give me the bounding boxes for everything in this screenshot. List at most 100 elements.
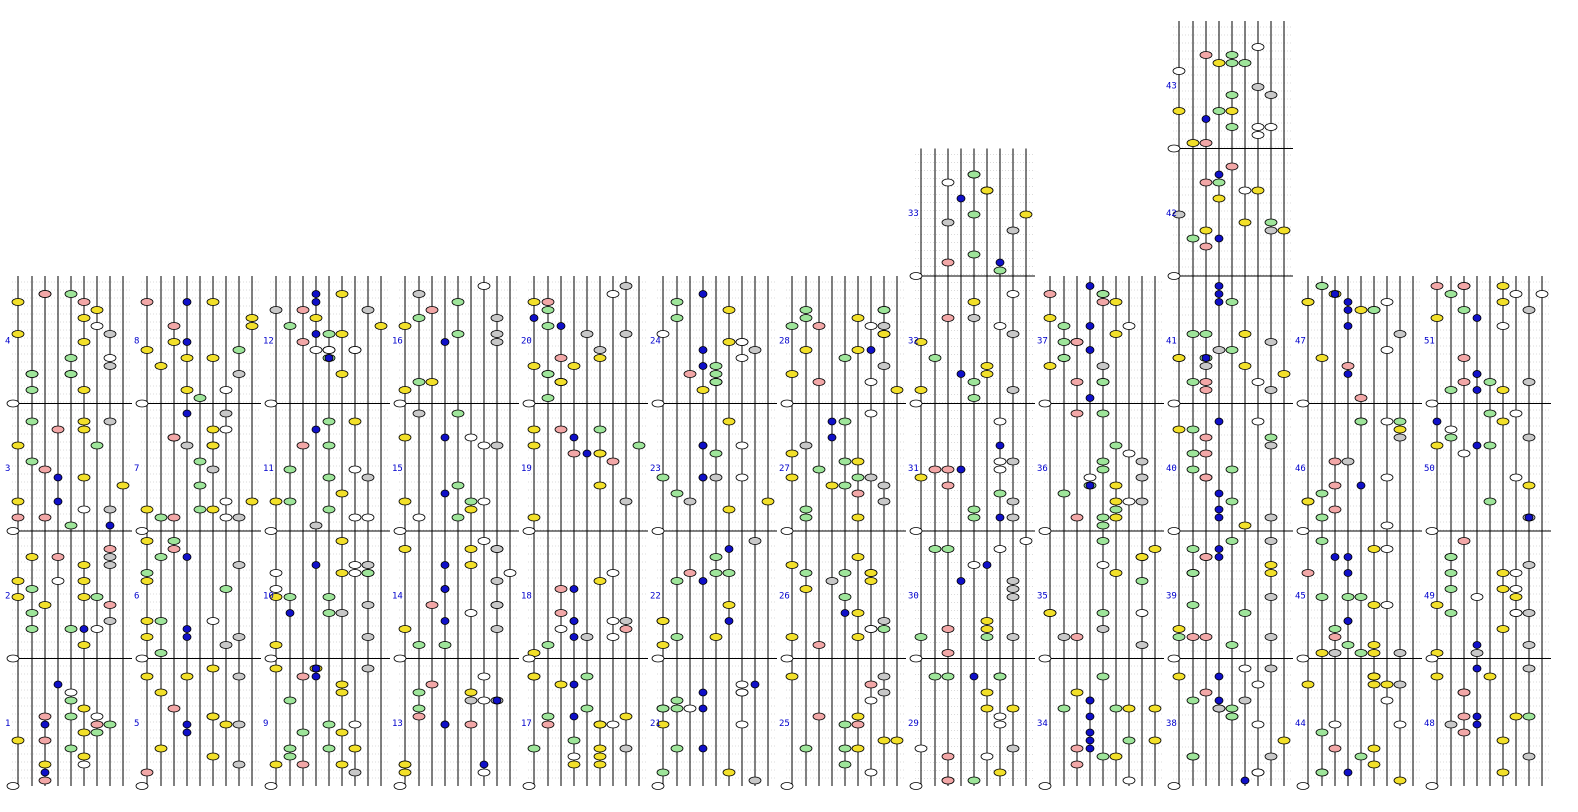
note-pink bbox=[140, 768, 154, 777]
note-pink bbox=[1070, 633, 1084, 641]
note-yellow bbox=[785, 473, 799, 482]
note-green bbox=[1238, 609, 1252, 617]
note-white bbox=[1425, 399, 1439, 408]
measure-number: 24 bbox=[650, 337, 661, 347]
note-yellow bbox=[398, 322, 412, 330]
note-pink bbox=[941, 481, 955, 490]
note-gray bbox=[1393, 433, 1407, 442]
note-blue bbox=[1330, 553, 1340, 561]
note-green bbox=[193, 505, 207, 514]
note-green bbox=[838, 569, 852, 577]
note-yellow bbox=[1496, 282, 1510, 290]
note-yellow bbox=[1496, 569, 1510, 577]
note-green bbox=[593, 425, 607, 434]
note-white bbox=[135, 782, 149, 790]
note-blue bbox=[311, 330, 321, 338]
note-yellow bbox=[1148, 736, 1162, 745]
note-blue bbox=[311, 425, 321, 434]
note-green bbox=[838, 417, 852, 426]
note-gray bbox=[1212, 704, 1226, 713]
note-yellow bbox=[1172, 107, 1186, 115]
note-blue bbox=[440, 585, 450, 593]
note-green bbox=[1057, 704, 1071, 713]
note-yellow bbox=[77, 473, 91, 482]
note-yellow bbox=[785, 672, 799, 681]
note-gray bbox=[1096, 625, 1110, 633]
note-blue bbox=[956, 194, 966, 203]
note-gray bbox=[799, 441, 813, 450]
note-white bbox=[1470, 593, 1484, 601]
note-blue bbox=[827, 433, 837, 442]
measure-number: 3 bbox=[5, 464, 10, 474]
note-yellow bbox=[1109, 513, 1123, 522]
note-yellow bbox=[90, 306, 104, 314]
note-yellow bbox=[851, 609, 865, 617]
note-yellow bbox=[1109, 298, 1123, 306]
note-green bbox=[928, 354, 942, 362]
note-green bbox=[1186, 425, 1200, 434]
note-white bbox=[477, 497, 491, 506]
note-white bbox=[1038, 654, 1052, 663]
note-white bbox=[1251, 720, 1265, 729]
note-yellow bbox=[206, 441, 220, 450]
note-gray bbox=[232, 633, 246, 641]
note-yellow bbox=[180, 672, 194, 681]
note-green bbox=[193, 481, 207, 490]
note-green bbox=[451, 298, 465, 306]
note-white bbox=[909, 782, 923, 790]
note-green bbox=[1212, 178, 1226, 187]
note-yellow bbox=[1522, 481, 1536, 490]
note-green bbox=[1225, 704, 1239, 713]
note-white bbox=[1393, 720, 1407, 729]
note-white bbox=[1444, 425, 1458, 434]
note-pink bbox=[38, 290, 52, 298]
note-yellow bbox=[1315, 354, 1329, 362]
note-green bbox=[1315, 282, 1329, 290]
note-yellow bbox=[619, 712, 633, 721]
note-pink bbox=[77, 298, 91, 306]
note-pink bbox=[1043, 290, 1057, 298]
note-yellow bbox=[593, 744, 607, 753]
note-yellow bbox=[116, 481, 130, 490]
note-gray bbox=[1470, 649, 1484, 657]
note-green bbox=[1315, 728, 1329, 737]
note-blue bbox=[840, 609, 850, 617]
note-pink bbox=[941, 752, 955, 761]
note-green bbox=[838, 720, 852, 729]
note-white bbox=[477, 537, 491, 545]
note-blue bbox=[311, 290, 321, 298]
note-pink bbox=[1199, 178, 1213, 187]
note-white bbox=[206, 617, 220, 625]
note-yellow bbox=[1006, 704, 1020, 713]
note-gray bbox=[1522, 561, 1536, 569]
note-white bbox=[941, 178, 955, 187]
note-white bbox=[864, 322, 878, 330]
note-green bbox=[25, 585, 39, 593]
note-green bbox=[283, 322, 297, 330]
measure-number: 6 bbox=[134, 592, 139, 602]
note-white bbox=[1425, 654, 1439, 663]
note-white bbox=[64, 688, 78, 697]
note-pink bbox=[38, 736, 52, 745]
note-gray bbox=[361, 306, 375, 314]
note-white bbox=[993, 322, 1007, 330]
note-yellow bbox=[348, 744, 362, 753]
note-blue bbox=[182, 553, 192, 561]
note-pink bbox=[1328, 505, 1342, 514]
note-yellow bbox=[1315, 649, 1329, 657]
note-green bbox=[25, 386, 39, 394]
note-pink bbox=[296, 760, 310, 769]
note-yellow bbox=[890, 736, 904, 745]
note-pink bbox=[1186, 633, 1200, 641]
note-gray bbox=[877, 362, 891, 370]
note-green bbox=[1186, 545, 1200, 553]
note-white bbox=[993, 457, 1007, 466]
note-white bbox=[1509, 290, 1523, 298]
note-white bbox=[656, 330, 670, 338]
note-yellow bbox=[269, 641, 283, 649]
note-white bbox=[393, 399, 407, 408]
note-yellow bbox=[851, 314, 865, 322]
note-green bbox=[25, 417, 39, 426]
note-green bbox=[993, 672, 1007, 681]
note-green bbox=[709, 362, 723, 370]
